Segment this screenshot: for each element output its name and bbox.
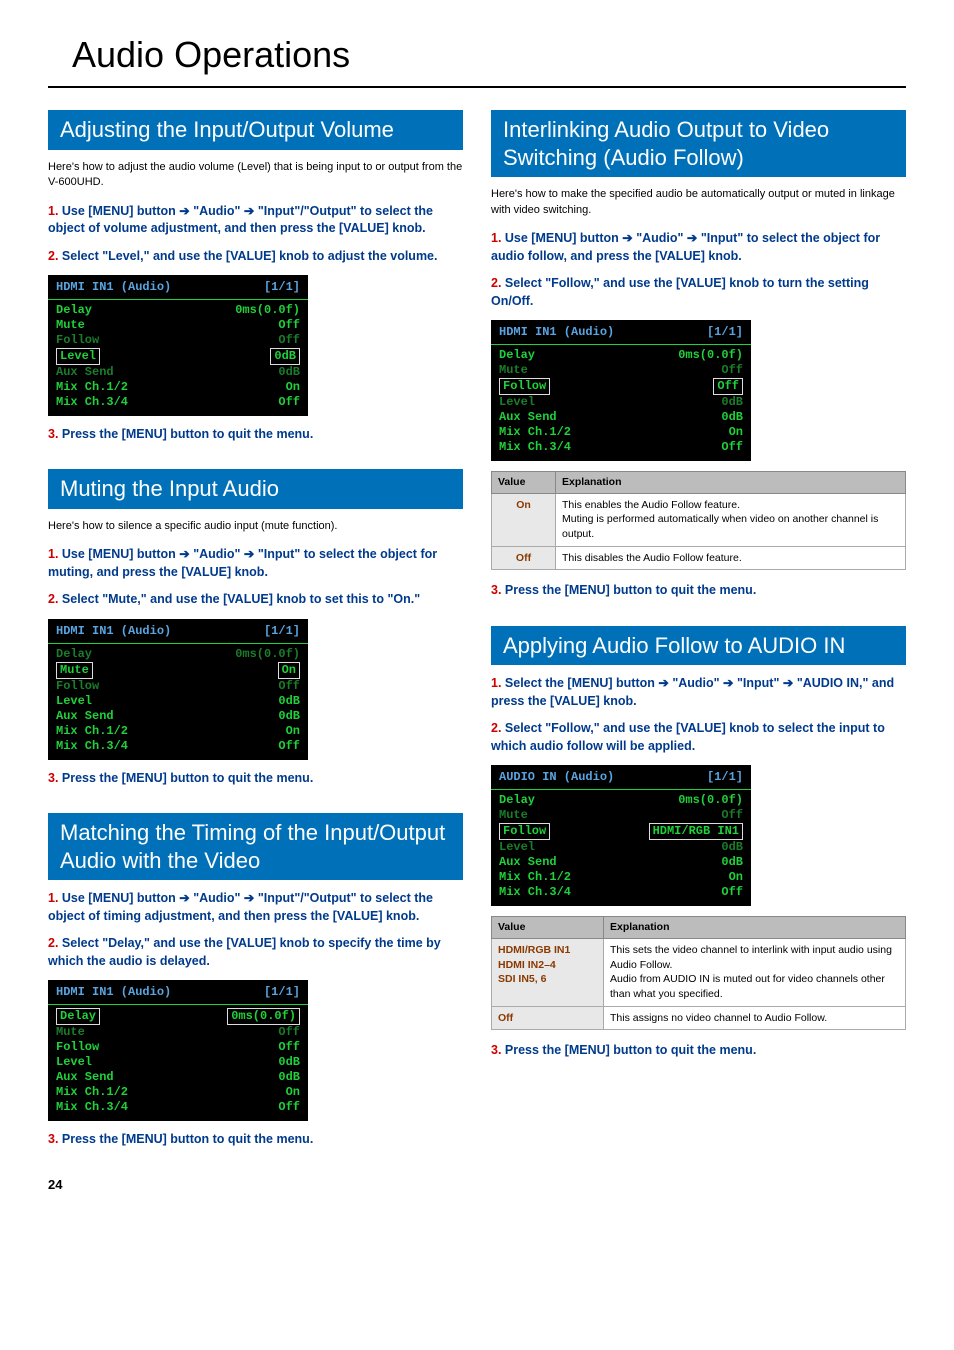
table-header: Value — [492, 471, 556, 493]
table-key: On — [492, 493, 556, 546]
step-text: Use [MENU] button ➔ "Audio" ➔ "Input"/"O… — [48, 891, 433, 923]
step-text: Select "Level," and use the [VALUE] knob… — [62, 249, 438, 263]
section-heading-timing: Matching the Timing of the Input/Output … — [48, 813, 463, 880]
two-column-layout: Adjusting the Input/Output Volume Here's… — [48, 110, 906, 1158]
left-column: Adjusting the Input/Output Volume Here's… — [48, 110, 463, 1158]
step-number: 3. — [48, 1132, 62, 1146]
step-number: 2. — [48, 249, 62, 263]
lcd-highlight-label: Follow — [499, 378, 550, 395]
step-text: Use [MENU] button ➔ "Audio" ➔ "Input" to… — [48, 547, 437, 579]
step-text: Use [MENU] button ➔ "Audio" ➔ "Input"/"O… — [48, 204, 433, 236]
table-header: Explanation — [604, 917, 906, 939]
lcd-highlight-value: 0dB — [270, 348, 300, 365]
lcd-screenshot: HDMI IN1 (Audio)[1/1] Delay0ms(0.0f) Mut… — [491, 320, 751, 461]
lcd-highlight-value: 0ms(0.0f) — [227, 1008, 300, 1025]
step-text: Select "Follow," and use the [VALUE] kno… — [491, 276, 869, 308]
step-number: 1. — [491, 676, 505, 690]
table-value: This disables the Audio Follow feature. — [556, 546, 906, 570]
lcd-title: HDMI IN1 (Audio) — [56, 279, 171, 296]
step: 1. Use [MENU] button ➔ "Audio" ➔ "Input"… — [48, 546, 463, 581]
section-heading-muting: Muting the Input Audio — [48, 469, 463, 509]
step-text: Use [MENU] button ➔ "Audio" ➔ "Input" to… — [491, 231, 880, 263]
page-number: 24 — [48, 1176, 906, 1194]
value-table: ValueExplanation OnThis enables the Audi… — [491, 471, 906, 570]
lcd-page: [1/1] — [264, 623, 300, 640]
step-number: 1. — [491, 231, 505, 245]
step-number: 3. — [48, 427, 62, 441]
lcd-screenshot: HDMI IN1 (Audio)[1/1] Delay0ms(0.0f) Mut… — [48, 980, 308, 1121]
step: 2. Select "Follow," and use the [VALUE] … — [491, 275, 906, 310]
lcd-title: HDMI IN1 (Audio) — [499, 324, 614, 341]
step-number: 1. — [48, 547, 62, 561]
intro-text: Here's how to adjust the audio volume (L… — [48, 160, 463, 191]
step: 1. Use [MENU] button ➔ "Audio" ➔ "Input"… — [48, 203, 463, 238]
step: 3. Press the [MENU] button to quit the m… — [491, 1042, 906, 1060]
section-heading-audio-follow-audioin: Applying Audio Follow to AUDIO IN — [491, 626, 906, 666]
step-text: Select the [MENU] button ➔ "Audio" ➔ "In… — [491, 676, 894, 708]
step-number: 3. — [48, 771, 62, 785]
step: 2. Select "Delay," and use the [VALUE] k… — [48, 935, 463, 970]
step-text: Press the [MENU] button to quit the menu… — [505, 583, 756, 597]
step: 1. Select the [MENU] button ➔ "Audio" ➔ … — [491, 675, 906, 710]
table-value: This enables the Audio Follow feature. M… — [556, 493, 906, 546]
step-text: Press the [MENU] button to quit the menu… — [62, 1132, 313, 1146]
step-number: 2. — [491, 276, 505, 290]
value-table: ValueExplanation HDMI/RGB IN1 HDMI IN2–4… — [491, 916, 906, 1030]
step: 2. Select "Level," and use the [VALUE] k… — [48, 248, 463, 266]
page-title: Audio Operations — [48, 30, 906, 88]
section-heading-interlinking: Interlinking Audio Output to Video Switc… — [491, 110, 906, 177]
step-number: 2. — [491, 721, 505, 735]
table-value: This sets the video channel to interlink… — [604, 938, 906, 1006]
step-number: 3. — [491, 583, 505, 597]
step-number: 2. — [48, 936, 62, 950]
step: 3. Press the [MENU] button to quit the m… — [48, 1131, 463, 1149]
step-text: Press the [MENU] button to quit the menu… — [62, 771, 313, 785]
step-number: 2. — [48, 592, 62, 606]
lcd-page: [1/1] — [264, 279, 300, 296]
table-header: Value — [492, 917, 604, 939]
lcd-highlight-value: Off — [713, 378, 743, 395]
lcd-highlight-label: Follow — [499, 823, 550, 840]
lcd-page: [1/1] — [707, 769, 743, 786]
step-text: Select "Delay," and use the [VALUE] knob… — [48, 936, 441, 968]
step: 3. Press the [MENU] button to quit the m… — [48, 770, 463, 788]
step: 2. Select "Follow," and use the [VALUE] … — [491, 720, 906, 755]
step-number: 1. — [48, 204, 62, 218]
lcd-highlight-label: Delay — [56, 1008, 100, 1025]
table-key: HDMI/RGB IN1 HDMI IN2–4 SDI IN5, 6 — [492, 938, 604, 1006]
lcd-title: HDMI IN1 (Audio) — [56, 984, 171, 1001]
section-heading-adjust-volume: Adjusting the Input/Output Volume — [48, 110, 463, 150]
step-text: Select "Mute," and use the [VALUE] knob … — [62, 592, 420, 606]
lcd-title: HDMI IN1 (Audio) — [56, 623, 171, 640]
lcd-title: AUDIO IN (Audio) — [499, 769, 614, 786]
step: 3. Press the [MENU] button to quit the m… — [491, 582, 906, 600]
step: 3. Press the [MENU] button to quit the m… — [48, 426, 463, 444]
step-text: Press the [MENU] button to quit the menu… — [505, 1043, 756, 1057]
lcd-highlight-label: Level — [56, 348, 100, 365]
step: 1. Use [MENU] button ➔ "Audio" ➔ "Input"… — [491, 230, 906, 265]
step-number: 3. — [491, 1043, 505, 1057]
lcd-highlight-value: On — [278, 662, 300, 679]
step-text: Select "Follow," and use the [VALUE] kno… — [491, 721, 885, 753]
table-key: Off — [492, 1006, 604, 1030]
lcd-highlight-value: HDMI/RGB IN1 — [649, 823, 743, 840]
intro-text: Here's how to silence a specific audio i… — [48, 519, 463, 534]
step: 2. Select "Mute," and use the [VALUE] kn… — [48, 591, 463, 609]
lcd-highlight-label: Mute — [56, 662, 93, 679]
lcd-screenshot: AUDIO IN (Audio)[1/1] Delay0ms(0.0f) Mut… — [491, 765, 751, 906]
right-column: Interlinking Audio Output to Video Switc… — [491, 110, 906, 1158]
table-key: Off — [492, 546, 556, 570]
table-value: This assigns no video channel to Audio F… — [604, 1006, 906, 1030]
lcd-screenshot: HDMI IN1 (Audio)[1/1] Delay0ms(0.0f) Mut… — [48, 275, 308, 416]
intro-text: Here's how to make the specified audio b… — [491, 187, 906, 218]
lcd-page: [1/1] — [707, 324, 743, 341]
step: 1. Use [MENU] button ➔ "Audio" ➔ "Input"… — [48, 890, 463, 925]
step-text: Press the [MENU] button to quit the menu… — [62, 427, 313, 441]
lcd-page: [1/1] — [264, 984, 300, 1001]
lcd-screenshot: HDMI IN1 (Audio)[1/1] Delay0ms(0.0f) Mut… — [48, 619, 308, 760]
table-header: Explanation — [556, 471, 906, 493]
step-number: 1. — [48, 891, 62, 905]
